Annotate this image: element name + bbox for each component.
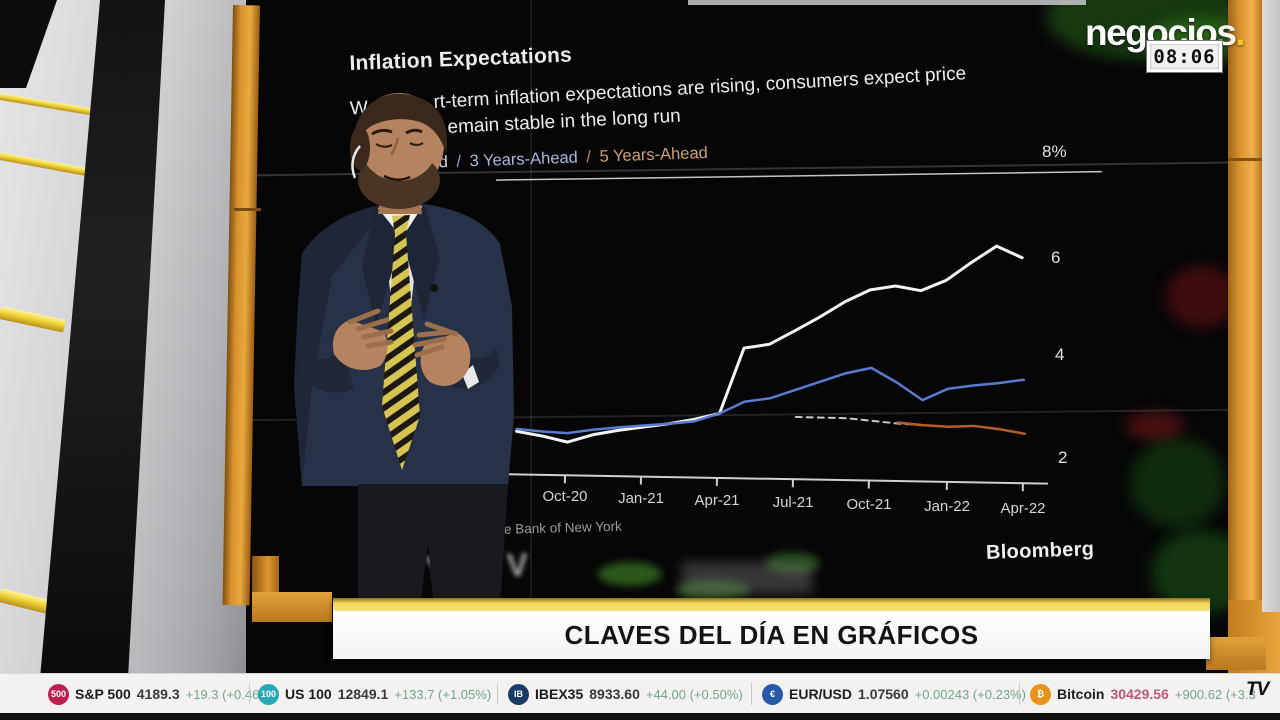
legend-item-5yr: 5 Years-Ahead bbox=[599, 143, 709, 166]
earpiece-wire bbox=[351, 145, 361, 179]
screen-glow-green bbox=[598, 562, 662, 586]
ticker-name: S&P 500 bbox=[75, 686, 131, 702]
ticker-change: +900.62 (+3.3 bbox=[1174, 686, 1256, 702]
ticker-name: IBEX35 bbox=[535, 686, 584, 702]
mouth bbox=[383, 174, 411, 181]
ticker-item-us100: 100 US 100 12849.1 +133.7 (+1.05%) bbox=[258, 674, 491, 714]
eurusd-icon: € bbox=[762, 683, 783, 705]
ticker-change: +133.7 (+1.05%) bbox=[394, 686, 492, 702]
ticker-name: US 100 bbox=[285, 686, 332, 702]
x-axis-label: Jul-21 bbox=[772, 494, 814, 511]
ticker-change: +44.00 (+0.50%) bbox=[645, 686, 743, 702]
ticker-name: Bitcoin bbox=[1057, 686, 1105, 702]
tv-badge: TV bbox=[1246, 679, 1269, 700]
ticker-price: 1.07560 bbox=[858, 686, 909, 702]
presenter bbox=[294, 93, 514, 608]
x-axis-label: Jan-22 bbox=[924, 498, 970, 515]
face bbox=[361, 111, 437, 181]
video-wall-frame-right bbox=[1228, 0, 1262, 604]
eye-closed bbox=[375, 143, 393, 148]
tie-knot bbox=[392, 215, 410, 234]
hair bbox=[353, 93, 448, 154]
ticker-change: +19.3 (+0.46%) bbox=[185, 686, 276, 702]
hair-side bbox=[350, 126, 370, 170]
ibex35-icon: IB bbox=[508, 683, 529, 705]
x-axis-label: Apr-22 bbox=[1000, 500, 1046, 517]
ticker-change: +0.00243 (+0.23%) bbox=[914, 686, 1026, 702]
screen-glow-red bbox=[1126, 412, 1184, 440]
wall-blurred-block bbox=[682, 562, 812, 594]
ticker-separator bbox=[249, 683, 250, 705]
eyebrow bbox=[405, 128, 423, 135]
screen-glow-green bbox=[676, 580, 750, 600]
us100-icon: 100 bbox=[258, 683, 279, 705]
screen-glow-red bbox=[1166, 266, 1230, 328]
tie bbox=[382, 233, 420, 470]
chart-credit-bloomberg: Bloomberg bbox=[985, 538, 1095, 564]
ticker-item-ibex35: IB IBEX35 8933.60 +44.00 (+0.50%) bbox=[508, 674, 743, 714]
frame-joint bbox=[1228, 158, 1262, 161]
bitcoin-icon: ₿ bbox=[1030, 683, 1051, 705]
banner-body: CLAVES DEL DÍA EN GRÁFICOS bbox=[333, 611, 1210, 659]
ticker-separator bbox=[497, 683, 498, 705]
x-axis-label: Oct-20 bbox=[542, 488, 588, 505]
ticker-price: 8933.60 bbox=[589, 686, 640, 702]
ticker-separator bbox=[751, 683, 752, 705]
legend-separator: / bbox=[586, 148, 592, 167]
eyebrow bbox=[371, 128, 393, 136]
hand-right bbox=[420, 332, 471, 386]
market-ticker-bar: 500 S&P 500 4189.3 +19.3 (+0.46%) 100 US… bbox=[0, 673, 1280, 713]
fingers-left bbox=[347, 308, 394, 349]
nose bbox=[389, 137, 400, 156]
clock: 08:06 bbox=[1147, 41, 1222, 72]
lapel-mic bbox=[430, 284, 438, 292]
video-wall-frame-corner bbox=[1206, 637, 1266, 670]
sp500-icon: 500 bbox=[48, 683, 69, 705]
jacket-shading bbox=[294, 206, 384, 486]
ticker-item-bitcoin: ₿ Bitcoin 30429.56 +900.62 (+3.3 bbox=[1030, 674, 1256, 714]
ticker-price: 4189.3 bbox=[136, 686, 180, 702]
channel-logo-dot: . bbox=[1235, 12, 1245, 53]
screen-glow-green bbox=[1130, 438, 1225, 528]
studio-wall-right bbox=[1262, 0, 1280, 612]
y-axis-label: 2 bbox=[1058, 448, 1068, 467]
ticker-item-eurusd: € EUR/USD 1.07560 +0.00243 (+0.23%) bbox=[762, 674, 1026, 714]
y-axis-label: 6 bbox=[1051, 248, 1061, 267]
eye-closed bbox=[409, 142, 424, 147]
x-axis-label: Apr-21 bbox=[694, 492, 740, 509]
frame-joint bbox=[234, 208, 261, 211]
fingers-right bbox=[412, 321, 459, 358]
ticker-item-sp500: 500 S&P 500 4189.3 +19.3 (+0.46%) bbox=[48, 674, 275, 714]
ticker-price: 12849.1 bbox=[337, 686, 389, 702]
y-axis-label: 4 bbox=[1055, 345, 1065, 364]
screen-glow-green bbox=[766, 552, 820, 574]
ticker-name: EUR/USD bbox=[789, 686, 853, 702]
video-wall-frame-corner bbox=[252, 592, 332, 622]
x-axis-label: Jan-21 bbox=[618, 490, 664, 507]
ticker-separator bbox=[1019, 683, 1020, 705]
headline-banner: CLAVES DEL DÍA EN GRÁFICOS bbox=[333, 598, 1210, 659]
y-axis-label: 8% bbox=[1042, 142, 1067, 161]
banner-gold-strip bbox=[333, 598, 1210, 611]
ceiling-edge bbox=[688, 0, 1086, 5]
trousers bbox=[358, 484, 508, 608]
x-axis-label: Oct-21 bbox=[846, 496, 892, 513]
jacket-lapel bbox=[362, 206, 402, 326]
banner-headline: CLAVES DEL DÍA EN GRÁFICOS bbox=[564, 619, 979, 650]
ticker-price: 30429.56 bbox=[1110, 686, 1169, 702]
ticker-bottom-strip bbox=[0, 713, 1280, 720]
